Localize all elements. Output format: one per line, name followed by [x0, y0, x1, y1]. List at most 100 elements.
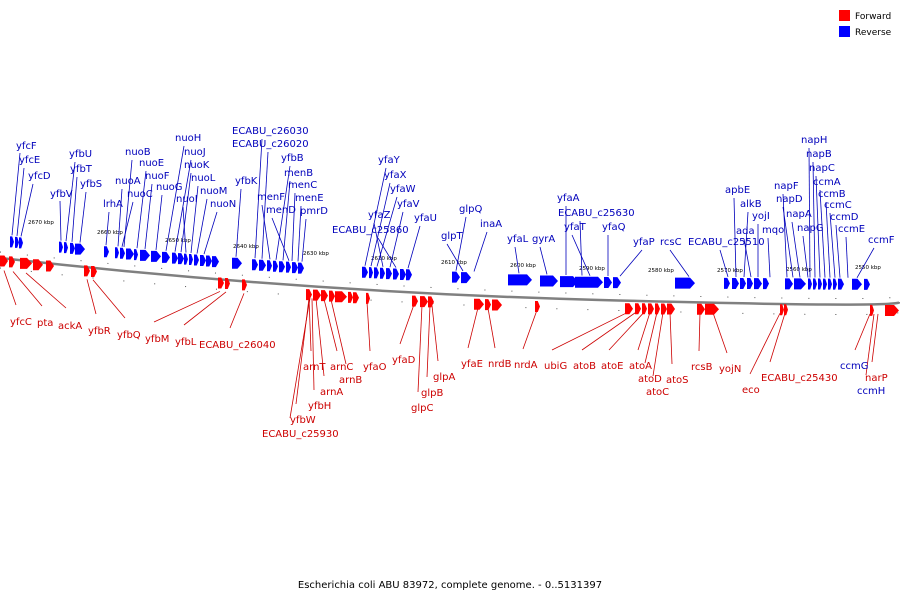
- leader-line-reverse: [282, 180, 291, 261]
- reverse-gene-arrow: [279, 261, 285, 273]
- leader-line-reverse: [180, 172, 192, 253]
- reverse-gene-arrow: [813, 278, 817, 290]
- gene-label-forward: narP: [865, 373, 888, 384]
- gene-label-forward: yojN: [719, 364, 741, 375]
- tick-label: 2620 kbp: [371, 256, 397, 262]
- leader-line-reverse: [845, 236, 849, 278]
- forward-gene-arrow: [635, 303, 641, 315]
- tick-label: 2550 kbp: [855, 265, 881, 271]
- forward-gene-arrow: [84, 265, 90, 277]
- leader-line-forward: [551, 311, 629, 351]
- gene-label-forward: ECABU_c26040: [199, 340, 276, 351]
- gene-label-forward: yfbR: [88, 326, 111, 337]
- reverse-gene-arrow: [172, 252, 178, 264]
- leader-line-reverse: [121, 201, 134, 247]
- reverse-gene-arrow: [126, 248, 134, 260]
- gene-label-reverse: yfbB: [281, 153, 304, 164]
- leader-line-reverse: [11, 152, 21, 236]
- leader-line-forward: [487, 308, 496, 349]
- forward-gene-arrow: [474, 298, 484, 310]
- reverse-gene-arrow: [120, 247, 125, 259]
- gene-label-forward: eco: [742, 385, 760, 396]
- gene-label-reverse: menD: [266, 205, 296, 216]
- reverse-gene-arrow: [184, 253, 188, 265]
- leader-line-reverse: [203, 211, 218, 255]
- gene-label-reverse: menC: [288, 180, 317, 191]
- forward-gene-arrow: [329, 290, 335, 302]
- leader-line-forward: [183, 291, 227, 326]
- forward-gene-arrow: [655, 303, 660, 315]
- forward-gene-arrow: [218, 277, 224, 289]
- gene-label-forward: yfbQ: [117, 330, 141, 341]
- reverse-gene-track: [10, 236, 870, 290]
- reverse-gene-arrow: [134, 249, 138, 261]
- legend-forward-label: Forward: [855, 12, 891, 22]
- leader-line-forward: [637, 312, 651, 351]
- tick-label: 2650 kbp: [165, 238, 191, 244]
- reverse-gene-arrow: [406, 269, 412, 281]
- reverse-gene-arrow: [292, 262, 298, 274]
- genome-backbone: [0, 256, 900, 306]
- gene-label-forward: ECABU_c25430: [761, 373, 838, 384]
- forward-gene-arrow: [642, 303, 647, 315]
- reverse-gene-arrow: [75, 243, 85, 255]
- leader-line-reverse: [407, 225, 421, 269]
- leader-line-reverse: [733, 197, 737, 277]
- leader-line-forward: [417, 304, 423, 393]
- reverse-gene-arrow: [232, 257, 242, 269]
- reverse-gene-arrow: [267, 260, 272, 272]
- gene-label-reverse: ECABU_c25510: [688, 237, 765, 248]
- reverse-gene-arrow: [64, 242, 68, 254]
- gene-label-forward: nrdB: [488, 359, 512, 370]
- leader-line-forward: [698, 312, 701, 352]
- leader-line-forward: [871, 313, 879, 363]
- reverse-gene-arrow: [823, 278, 827, 290]
- leader-line-reverse: [812, 161, 816, 278]
- reverse-gene-arrow: [794, 278, 806, 290]
- gene-label-reverse: napG: [797, 223, 824, 234]
- leader-line-reverse: [65, 161, 76, 242]
- leader-line-reverse: [389, 211, 404, 268]
- leader-line-reverse: [291, 192, 296, 261]
- reverse-gene-arrow: [675, 277, 695, 289]
- gene-label-forward: arnC: [330, 362, 353, 373]
- leader-line-reverse: [235, 188, 242, 257]
- gene-label-forward: atoS: [666, 375, 689, 386]
- gene-label-reverse: yfcF: [16, 141, 37, 152]
- gene-label-reverse: ECABU_c25630: [558, 208, 635, 219]
- gene-label-forward: yfcC: [10, 317, 32, 328]
- reverse-gene-arrow: [15, 236, 19, 248]
- legend-reverse-label: Reverse: [855, 28, 892, 38]
- forward-gene-arrow: [697, 303, 705, 315]
- reverse-gene-arrow: [864, 278, 870, 290]
- leader-line-forward: [431, 305, 439, 362]
- leader-line-reverse: [819, 189, 826, 278]
- forward-gene-arrow: [242, 279, 247, 291]
- leader-line-forward: [426, 305, 431, 378]
- gene-label-reverse: nuoA: [115, 176, 141, 187]
- gene-label-reverse: nuoK: [184, 160, 210, 171]
- gene-label-forward: arnT: [303, 362, 326, 373]
- forward-gene-labels: yfcC pta ackA yfbR yfbQ yfbM yfbL ECABU_…: [10, 317, 888, 440]
- reverse-gene-arrow: [206, 255, 212, 267]
- gene-label-forward: atoE: [601, 361, 624, 372]
- reverse-gene-arrow: [273, 260, 278, 272]
- leader-line-forward: [86, 279, 97, 315]
- reverse-gene-arrow: [808, 278, 812, 290]
- leader-line-forward: [366, 301, 371, 352]
- leader-line-reverse: [571, 234, 591, 276]
- gene-label-reverse: ccmE: [838, 224, 865, 235]
- gene-label-reverse: inaA: [480, 219, 502, 230]
- leader-line-forward: [229, 293, 245, 329]
- reverse-gene-arrow: [400, 268, 406, 280]
- gene-label-reverse: glpT: [441, 231, 463, 242]
- gene-label-forward: arnA: [320, 387, 343, 398]
- leader-line-reverse: [719, 249, 729, 278]
- leader-line-forward: [3, 270, 17, 306]
- gene-label-reverse: lrhA: [103, 199, 123, 210]
- leader-line-forward: [12, 271, 43, 307]
- gene-label-reverse: yfaX: [384, 170, 407, 181]
- gene-label-reverse: mqo: [762, 225, 784, 236]
- leader-line-reverse: [16, 167, 25, 236]
- reverse-gene-arrow: [286, 261, 291, 273]
